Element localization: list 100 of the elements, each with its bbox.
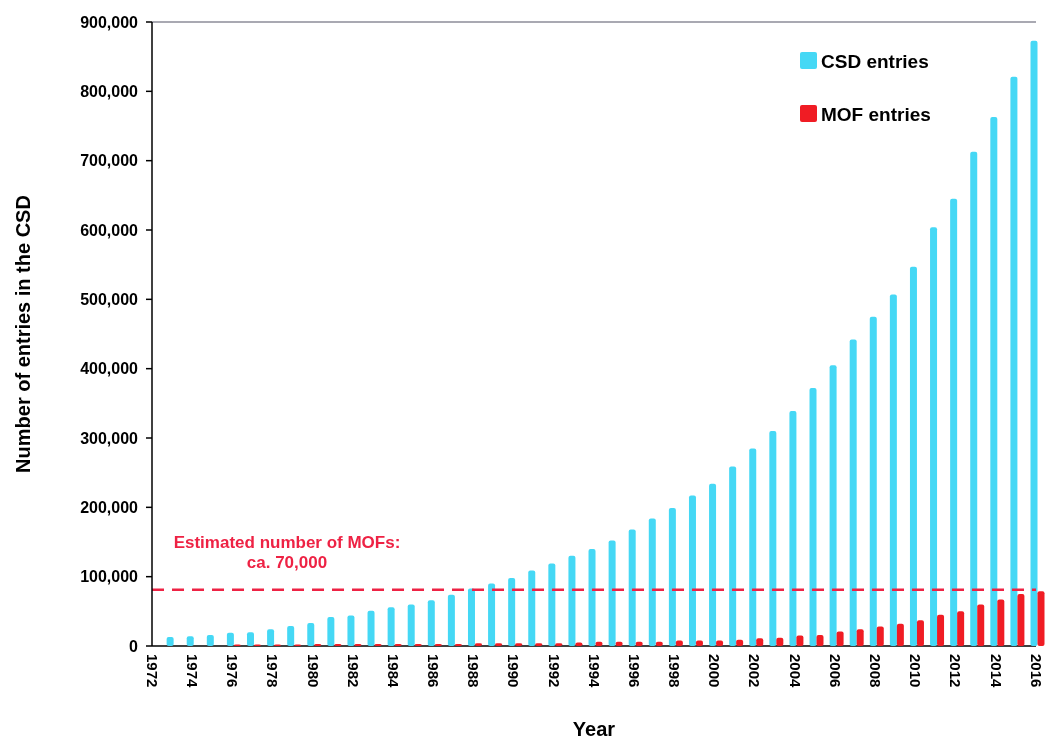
legend-label: MOF entries — [821, 103, 931, 125]
bar — [997, 599, 1005, 646]
bar — [655, 641, 663, 646]
bar — [716, 640, 724, 646]
x-tick-label: 2004 — [786, 654, 804, 689]
bar — [796, 635, 804, 646]
bar — [387, 607, 395, 646]
bar — [756, 638, 764, 646]
bar — [186, 636, 194, 646]
x-tick-label: 1986 — [425, 654, 443, 688]
bar — [635, 641, 643, 646]
bar — [1017, 594, 1025, 646]
bar — [889, 294, 897, 646]
y-tick-label: 900,000 — [80, 13, 139, 31]
bar — [736, 639, 744, 646]
x-tick-label: 1976 — [224, 654, 242, 688]
bar — [1030, 40, 1038, 646]
x-tick-label: 1972 — [143, 654, 161, 688]
bar — [896, 623, 904, 646]
bar — [776, 637, 784, 646]
y-axis-title: Number of entries in the CSD — [12, 195, 34, 473]
bar — [789, 410, 797, 646]
bar — [508, 578, 516, 646]
bar — [588, 548, 596, 646]
bar — [367, 610, 375, 646]
x-tick-label: 2002 — [746, 654, 764, 688]
x-tick-label: 1994 — [585, 654, 603, 689]
x-tick-label: 1998 — [666, 654, 684, 688]
x-tick-label: 2000 — [706, 654, 724, 688]
bar — [488, 583, 496, 646]
bar — [528, 570, 536, 646]
bar — [869, 316, 877, 646]
bar — [829, 365, 837, 646]
bar — [909, 266, 917, 646]
x-tick-label: 1988 — [465, 654, 483, 688]
bar — [608, 540, 616, 646]
bar — [307, 623, 315, 646]
bar — [937, 614, 945, 646]
bar — [688, 495, 696, 646]
bar — [856, 629, 864, 646]
x-tick-label: 1980 — [304, 654, 322, 688]
x-tick-label: 2014 — [987, 654, 1005, 689]
bar — [695, 640, 703, 646]
y-tick-label: 200,000 — [80, 498, 139, 516]
x-axis-title: Year — [572, 718, 616, 740]
bar — [930, 227, 938, 646]
x-tick-label: 1974 — [183, 654, 201, 689]
x-tick-label: 1984 — [384, 654, 402, 689]
y-tick-label: 300,000 — [80, 429, 139, 447]
bar — [467, 588, 475, 646]
x-tick-label: 2016 — [1027, 654, 1045, 688]
y-tick-label: 0 — [129, 637, 139, 655]
bar — [977, 604, 985, 646]
bar — [246, 632, 254, 646]
bar — [548, 563, 556, 646]
y-tick-label: 800,000 — [80, 82, 139, 100]
bar — [836, 631, 844, 646]
bar — [287, 625, 295, 646]
bar — [347, 615, 355, 646]
y-tick-label: 400,000 — [80, 360, 139, 378]
bar — [769, 431, 777, 646]
bar — [267, 629, 275, 646]
bar — [1037, 591, 1045, 646]
ref-line-label: Estimated number of MOFs: ca. 70,000 — [173, 532, 401, 572]
x-tick-label: 1996 — [625, 654, 643, 688]
bar — [729, 466, 737, 646]
bar — [568, 555, 576, 646]
x-tick-label: 1982 — [344, 654, 362, 688]
x-tick-label: 2010 — [907, 654, 925, 688]
x-tick-label: 1992 — [545, 654, 563, 688]
x-tick-label: 2006 — [826, 654, 844, 688]
bar — [957, 611, 965, 646]
bar — [648, 518, 656, 646]
bar — [226, 632, 234, 646]
bar — [668, 508, 676, 646]
x-tick-label: 2008 — [867, 654, 885, 688]
bar — [628, 529, 636, 646]
bar — [1010, 76, 1018, 646]
bar — [749, 448, 757, 646]
bar — [990, 116, 998, 646]
legend-label: CSD entries — [821, 50, 929, 72]
bar — [206, 634, 214, 646]
x-tick-label: 1990 — [505, 654, 523, 688]
bar — [809, 388, 817, 646]
bar — [876, 626, 884, 646]
bar — [327, 616, 335, 646]
y-tick-label: 100,000 — [80, 568, 139, 586]
bar — [816, 634, 824, 646]
bar — [675, 640, 683, 646]
bar — [950, 198, 958, 646]
x-tick-label: 2012 — [947, 654, 965, 688]
y-tick-label: 600,000 — [80, 221, 139, 239]
y-tick-label: 500,000 — [80, 290, 139, 308]
bar — [427, 600, 435, 646]
y-tick-label: 700,000 — [80, 152, 139, 170]
bar — [407, 604, 415, 646]
bar — [166, 636, 174, 646]
bar — [849, 339, 857, 646]
bar — [447, 594, 455, 646]
bar — [970, 151, 978, 646]
